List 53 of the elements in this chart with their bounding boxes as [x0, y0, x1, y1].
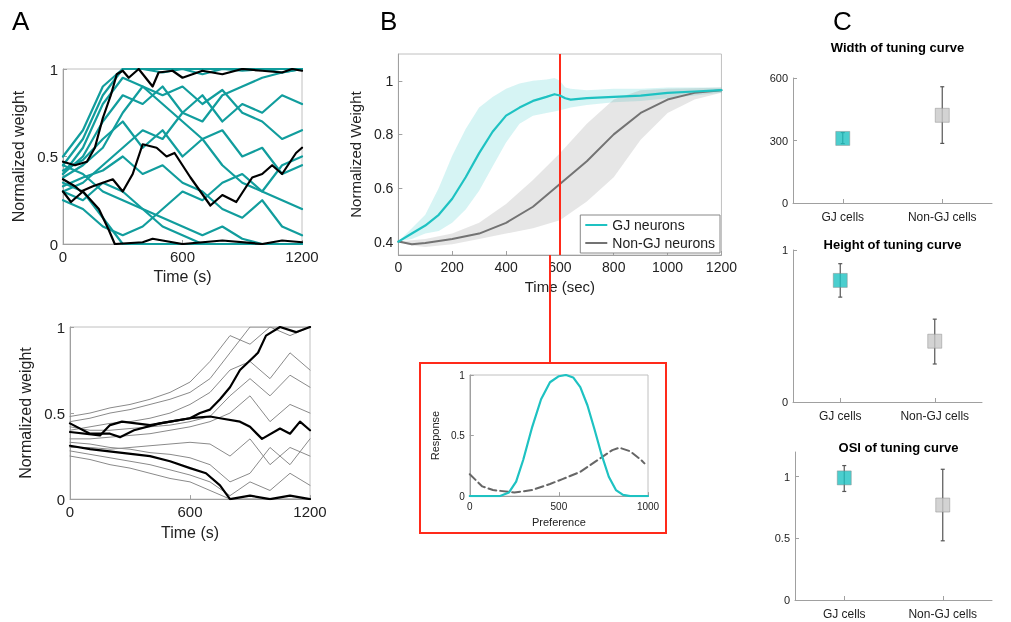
y-tick-label: 1 — [783, 470, 790, 483]
legend-label: GJ neurons — [612, 217, 685, 233]
y-tick-label: 0 — [781, 396, 788, 408]
x-tick-label: GJ cells — [818, 409, 862, 423]
y-tick-label: 0.8 — [373, 126, 394, 143]
x-tick-label: Non-GJ cells — [907, 210, 977, 224]
chart-title: Height of tuning curve — [823, 237, 962, 252]
y-tick-label: 0.5 — [44, 404, 65, 422]
y-tick-label: 0.5 — [450, 430, 466, 442]
y-axis-title: Response — [428, 410, 441, 461]
y-tick-label: 1 — [49, 60, 58, 78]
chart-title: OSI of tuning curve — [838, 440, 959, 455]
x-tick-label: 600 — [169, 248, 196, 265]
text: A — [12, 6, 30, 36]
y-tick-label: 0.5 — [774, 532, 790, 545]
legend-label: Non-GJ neurons — [612, 235, 715, 251]
x-tick-label: 200 — [440, 259, 465, 275]
y-tick-label: 300 — [769, 134, 788, 147]
x-axis-title: Time (s) — [153, 268, 212, 286]
y-tick-label: 0.5 — [37, 148, 58, 165]
x-tick-label: Non-GJ cells — [908, 607, 978, 621]
y-axis-title: Normalized Weight — [347, 90, 364, 218]
x-axis-title: Time (s) — [160, 523, 220, 541]
x-tick-label: 1200 — [285, 248, 319, 265]
y-tick-label: 1 — [459, 369, 466, 381]
y-tick-label: 0 — [49, 235, 58, 253]
x-tick-label: 1000 — [652, 259, 684, 275]
x-tick-label: 1200 — [705, 259, 738, 275]
text: C — [833, 6, 852, 36]
x-tick-label: GJ cells — [821, 210, 865, 224]
x-tick-label: GJ cells — [822, 607, 866, 621]
y-tick-label: 1 — [781, 244, 788, 256]
x-tick-label: 800 — [602, 259, 626, 275]
y-tick-label: 1 — [385, 72, 394, 89]
x-tick-label: 400 — [494, 259, 518, 275]
y-axis-title: Normalized weight — [9, 90, 27, 223]
x-tick-label: Non-GJ cells — [900, 409, 970, 423]
y-tick-label: 0 — [459, 490, 466, 502]
x-tick-label: 600 — [177, 503, 203, 521]
y-tick-label: 1 — [56, 318, 65, 336]
x-axis-title: Preference — [531, 515, 586, 528]
x-tick-label: 0 — [467, 500, 474, 512]
y-tick-label: 600 — [769, 72, 788, 84]
chart-title: Width of tuning curve — [830, 40, 965, 55]
y-tick-label: 0.6 — [373, 180, 394, 196]
x-tick-label: 1000 — [636, 500, 660, 512]
x-tick-label: 1200 — [293, 503, 327, 521]
x-tick-label: 500 — [550, 500, 568, 512]
y-axis-title: Normalized weight — [16, 346, 34, 479]
text: B — [380, 6, 398, 36]
y-tick-label: 0 — [781, 197, 788, 209]
y-tick-label: 0 — [783, 594, 790, 606]
y-tick-label: 0.4 — [373, 233, 394, 250]
